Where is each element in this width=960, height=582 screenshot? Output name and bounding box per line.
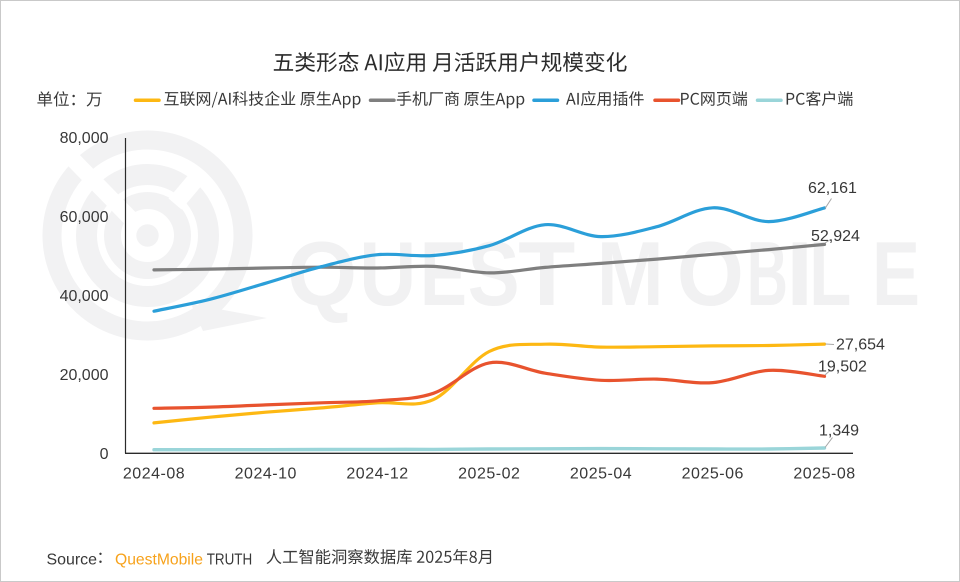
svg-text:I: I: [786, 224, 813, 325]
svg-text:40,000: 40,000: [60, 288, 109, 305]
svg-text:S: S: [468, 224, 520, 325]
svg-text:2024-10: 2024-10: [235, 465, 297, 482]
svg-text:60,000: 60,000: [60, 209, 109, 226]
svg-text:T: T: [518, 224, 575, 325]
svg-text:2025-04: 2025-04: [570, 465, 632, 482]
svg-text:QuestMobile: QuestMobile: [115, 551, 203, 568]
svg-text:52,924: 52,924: [811, 228, 860, 245]
svg-text:19,502: 19,502: [818, 359, 867, 376]
svg-text:2025-02: 2025-02: [458, 465, 520, 482]
svg-text:E: E: [420, 224, 467, 325]
svg-text:0: 0: [100, 446, 109, 463]
svg-text:U: U: [359, 224, 416, 325]
svg-text:80,000: 80,000: [60, 130, 109, 147]
svg-text:2025-08: 2025-08: [793, 465, 855, 482]
svg-text:L: L: [809, 224, 851, 325]
svg-text:1,349: 1,349: [819, 422, 859, 439]
svg-text:M: M: [597, 224, 664, 325]
svg-text:B: B: [747, 224, 788, 325]
svg-text:Source: Source: [47, 551, 98, 568]
svg-text:62,161: 62,161: [808, 180, 857, 197]
svg-text:2024-12: 2024-12: [346, 465, 408, 482]
svg-text:2024-08: 2024-08: [123, 465, 185, 482]
svg-text:E: E: [872, 224, 920, 325]
svg-text:TRUTH: TRUTH: [207, 551, 253, 568]
svg-text:2025-06: 2025-06: [682, 465, 744, 482]
svg-text:27,654: 27,654: [836, 337, 885, 354]
svg-text:O: O: [677, 224, 744, 325]
svg-text:20,000: 20,000: [60, 367, 109, 384]
